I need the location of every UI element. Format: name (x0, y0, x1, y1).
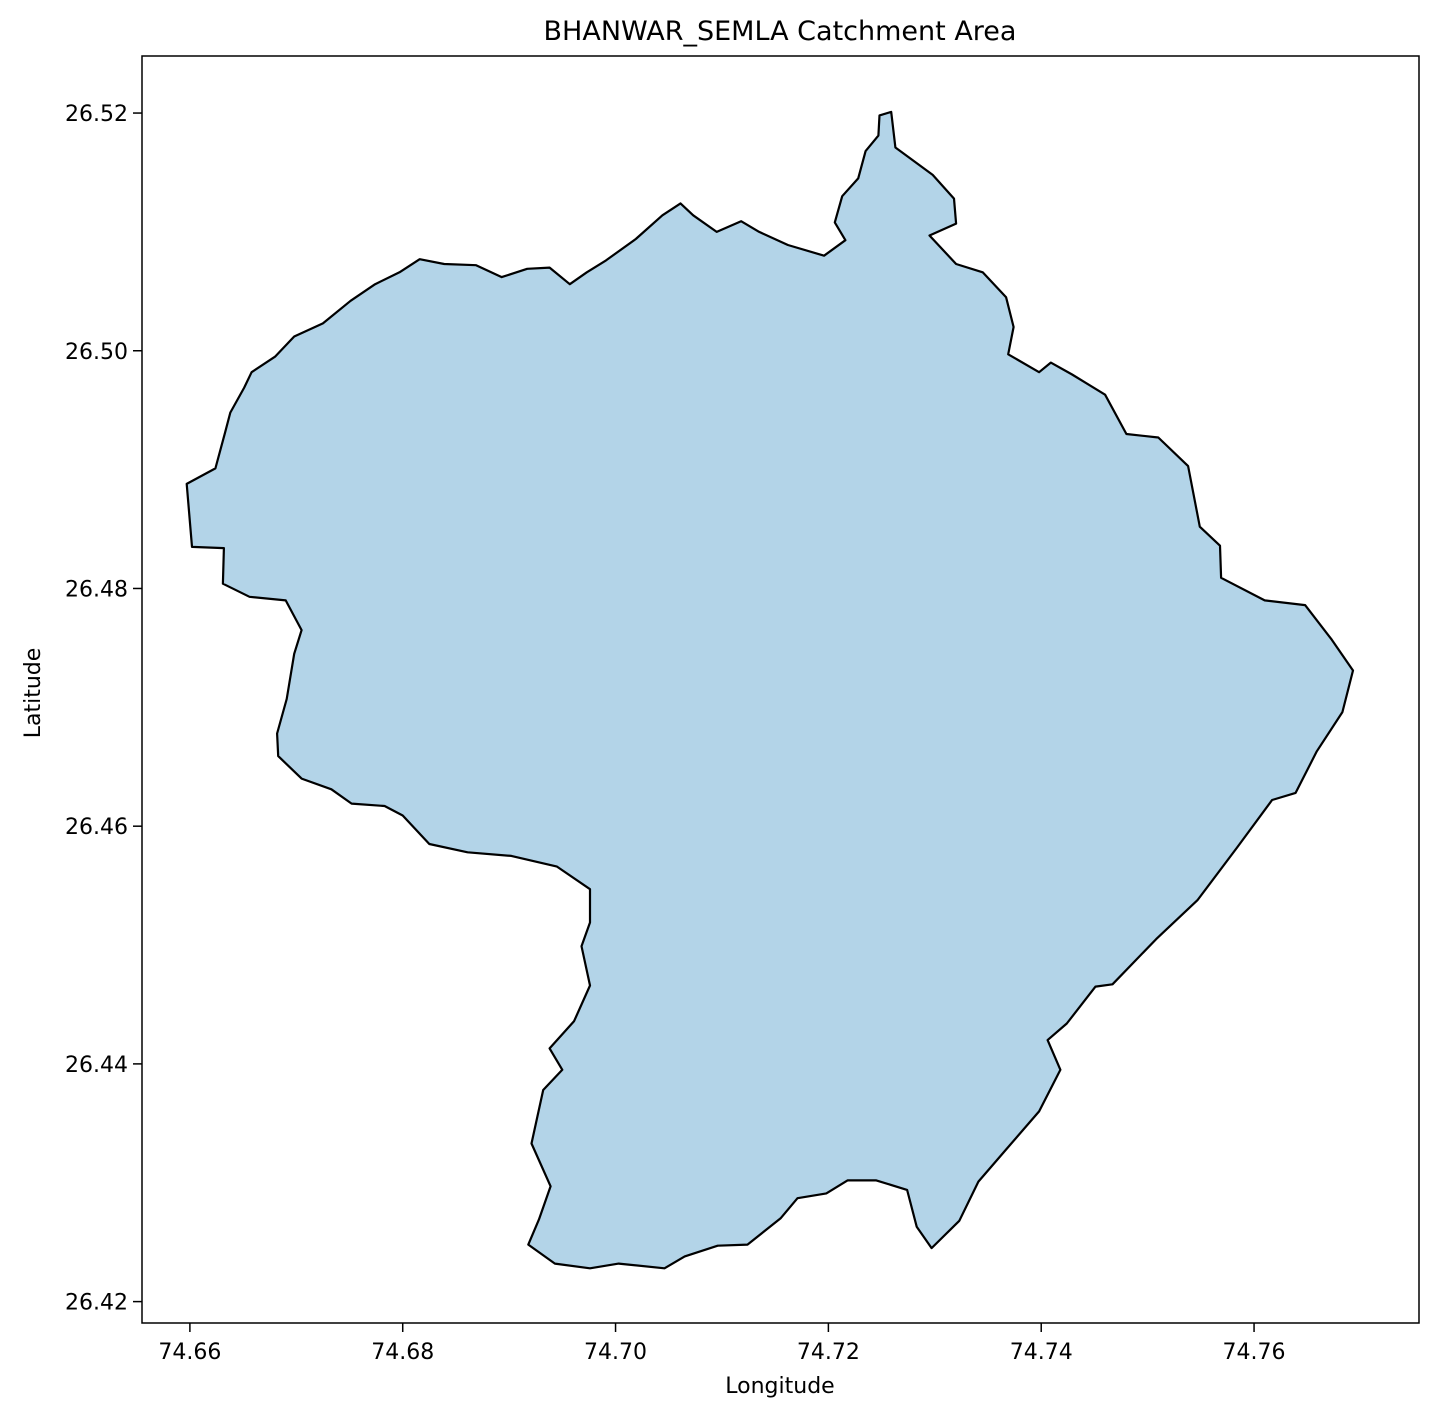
y-tick-label: 26.50 (65, 340, 128, 365)
x-tick-label: 74.70 (584, 1340, 647, 1365)
catchment-area-polygon (185, 110, 1355, 1270)
x-tick-label: 74.72 (797, 1340, 860, 1365)
axes-frame (141, 55, 1420, 1324)
x-tick-label: 74.68 (371, 1340, 434, 1365)
x-tick-label: 74.66 (158, 1340, 221, 1365)
y-axis-label: Latitude (21, 648, 46, 739)
y-tick-label: 26.46 (65, 815, 128, 840)
y-tick-label: 26.48 (65, 577, 128, 602)
x-tick-label: 74.76 (1223, 1340, 1286, 1365)
plot-area (185, 110, 1355, 1270)
y-tick-label: 26.52 (65, 102, 128, 127)
x-axis-ticks: 74.66 74.68 74.70 74.72 74.74 74.76 (158, 1323, 1286, 1365)
y-axis-ticks: 26.52 26.50 26.48 26.46 26.44 26.42 (65, 102, 142, 1316)
x-tick-label: 74.74 (1010, 1340, 1073, 1365)
map-title: BHANWAR_SEMLA Catchment Area (544, 16, 1017, 47)
y-tick-label: 26.42 (65, 1291, 128, 1316)
x-axis-label: Longitude (725, 1374, 834, 1399)
y-tick-label: 26.44 (65, 1053, 128, 1078)
